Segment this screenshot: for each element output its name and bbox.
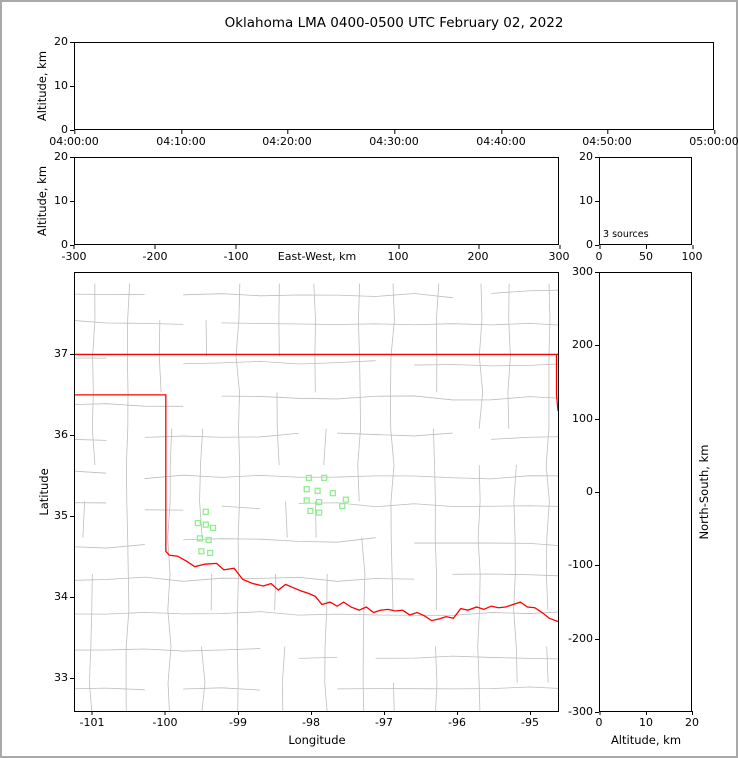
tick-label: -300 (559, 705, 599, 719)
lma-station-marker (315, 509, 323, 516)
tick-label: -100 (559, 558, 599, 572)
tick-label: 0 (595, 245, 603, 263)
tick-label: 0 (34, 123, 74, 137)
tick-label: -200 (142, 245, 168, 263)
tick-label: 04:40:00 (476, 130, 526, 148)
tick-label: 100 (559, 412, 599, 426)
panel-ew-height (74, 157, 559, 245)
lma-station-marker (314, 487, 321, 494)
tick-label: -100 (223, 245, 249, 263)
tick-label: 10 (34, 194, 74, 208)
oklahoma-map (75, 283, 558, 711)
tick-label: -300 (61, 245, 87, 263)
lma-station-marker (209, 524, 217, 532)
tick-label: 04:00:00 (49, 130, 99, 148)
lma-station-marker (307, 507, 314, 515)
lma-station-marker (194, 519, 201, 527)
tick-label: 34 (34, 590, 74, 604)
tick-label: 37 (34, 347, 74, 361)
lma-station-marker (303, 486, 310, 493)
tick-label: -97 (375, 711, 393, 729)
tick-label: -96 (448, 711, 466, 729)
ew-height-xlabel: East-West, km (277, 250, 357, 263)
tick-label: 36 (34, 428, 74, 442)
lma-station-marker (329, 490, 336, 497)
tick-label: 33 (34, 671, 74, 685)
tick-label: -98 (302, 711, 320, 729)
tick-label: 100 (681, 245, 703, 263)
lma-station-marker (315, 498, 323, 506)
tick-label: 04:50:00 (582, 130, 632, 148)
tick-label: 20 (34, 150, 74, 164)
lma-station-marker (202, 508, 209, 515)
tick-label: 300 (559, 265, 599, 279)
map-xlabel: Longitude (288, 733, 346, 747)
tick-label: 0 (595, 711, 603, 729)
lma-station-marker (305, 474, 312, 482)
tick-label: 100 (387, 245, 409, 263)
tick-label: 04:30:00 (369, 130, 419, 148)
tick-label: 300 (548, 245, 570, 263)
figure-title: Oklahoma LMA 0400-0500 UTC February 02, … (224, 15, 564, 31)
lma-station-marker (303, 497, 310, 504)
panel-ns-height (599, 272, 692, 712)
lma-station-marker (196, 535, 204, 542)
tick-label: -99 (229, 711, 247, 729)
tick-label: 0 (559, 238, 599, 252)
tick-label: 10 (559, 194, 599, 208)
tick-label: -101 (79, 711, 105, 729)
ns-height-xlabel: Altitude, km (610, 733, 682, 747)
tick-label: 35 (34, 509, 74, 523)
tick-label: -95 (521, 711, 539, 729)
lma-station-marker (202, 521, 209, 528)
tick-label: 10 (34, 79, 74, 93)
panel-altitude-histogram (599, 157, 692, 245)
tick-label: 0 (34, 238, 74, 252)
lma-station-marker (205, 536, 212, 544)
tick-label: 50 (639, 245, 653, 263)
ns-height-right-label: North-South, km (697, 444, 711, 540)
tick-label: -100 (152, 711, 178, 729)
tick-label: 200 (559, 338, 599, 352)
tick-label: 20 (34, 35, 74, 49)
lma-station-marker (339, 502, 346, 510)
lma-station-marker (198, 548, 205, 555)
tick-label: 0 (559, 485, 599, 499)
lma-station-marker (342, 496, 350, 503)
panel-time-height (74, 42, 714, 130)
panel-plan-map (74, 272, 559, 712)
tick-label: 20 (685, 711, 699, 729)
tick-label: 05:00:00 (689, 130, 738, 148)
tick-label: 20 (559, 150, 599, 164)
source-count-annotation: 3 sources (603, 229, 649, 240)
lma-station-marker (207, 549, 214, 557)
tick-label: 10 (639, 711, 653, 729)
tick-label: 200 (467, 245, 489, 263)
tick-label: 04:20:00 (262, 130, 312, 148)
tick-label: -200 (559, 632, 599, 646)
tick-label: 04:10:00 (156, 130, 206, 148)
lma-station-marker (321, 474, 328, 482)
